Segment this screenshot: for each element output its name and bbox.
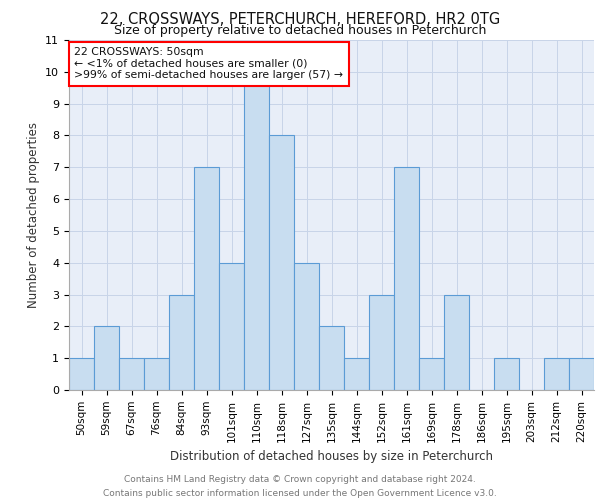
Bar bbox=[119, 358, 144, 390]
Bar bbox=[394, 168, 419, 390]
Text: Contains HM Land Registry data © Crown copyright and database right 2024.
Contai: Contains HM Land Registry data © Crown c… bbox=[103, 476, 497, 498]
Bar bbox=[419, 358, 444, 390]
Bar bbox=[244, 72, 269, 390]
Bar bbox=[269, 136, 294, 390]
Text: 22, CROSSWAYS, PETERCHURCH, HEREFORD, HR2 0TG: 22, CROSSWAYS, PETERCHURCH, HEREFORD, HR… bbox=[100, 12, 500, 28]
Y-axis label: Number of detached properties: Number of detached properties bbox=[27, 122, 40, 308]
Bar bbox=[294, 262, 319, 390]
Bar bbox=[494, 358, 519, 390]
Bar bbox=[319, 326, 344, 390]
Bar bbox=[544, 358, 569, 390]
Bar bbox=[444, 294, 469, 390]
X-axis label: Distribution of detached houses by size in Peterchurch: Distribution of detached houses by size … bbox=[170, 450, 493, 463]
Text: 22 CROSSWAYS: 50sqm
← <1% of detached houses are smaller (0)
>99% of semi-detach: 22 CROSSWAYS: 50sqm ← <1% of detached ho… bbox=[74, 47, 343, 80]
Bar bbox=[144, 358, 169, 390]
Bar bbox=[169, 294, 194, 390]
Bar bbox=[94, 326, 119, 390]
Bar bbox=[219, 262, 244, 390]
Bar bbox=[569, 358, 594, 390]
Bar bbox=[344, 358, 369, 390]
Text: Size of property relative to detached houses in Peterchurch: Size of property relative to detached ho… bbox=[114, 24, 486, 37]
Bar bbox=[194, 168, 219, 390]
Bar bbox=[69, 358, 94, 390]
Bar bbox=[369, 294, 394, 390]
